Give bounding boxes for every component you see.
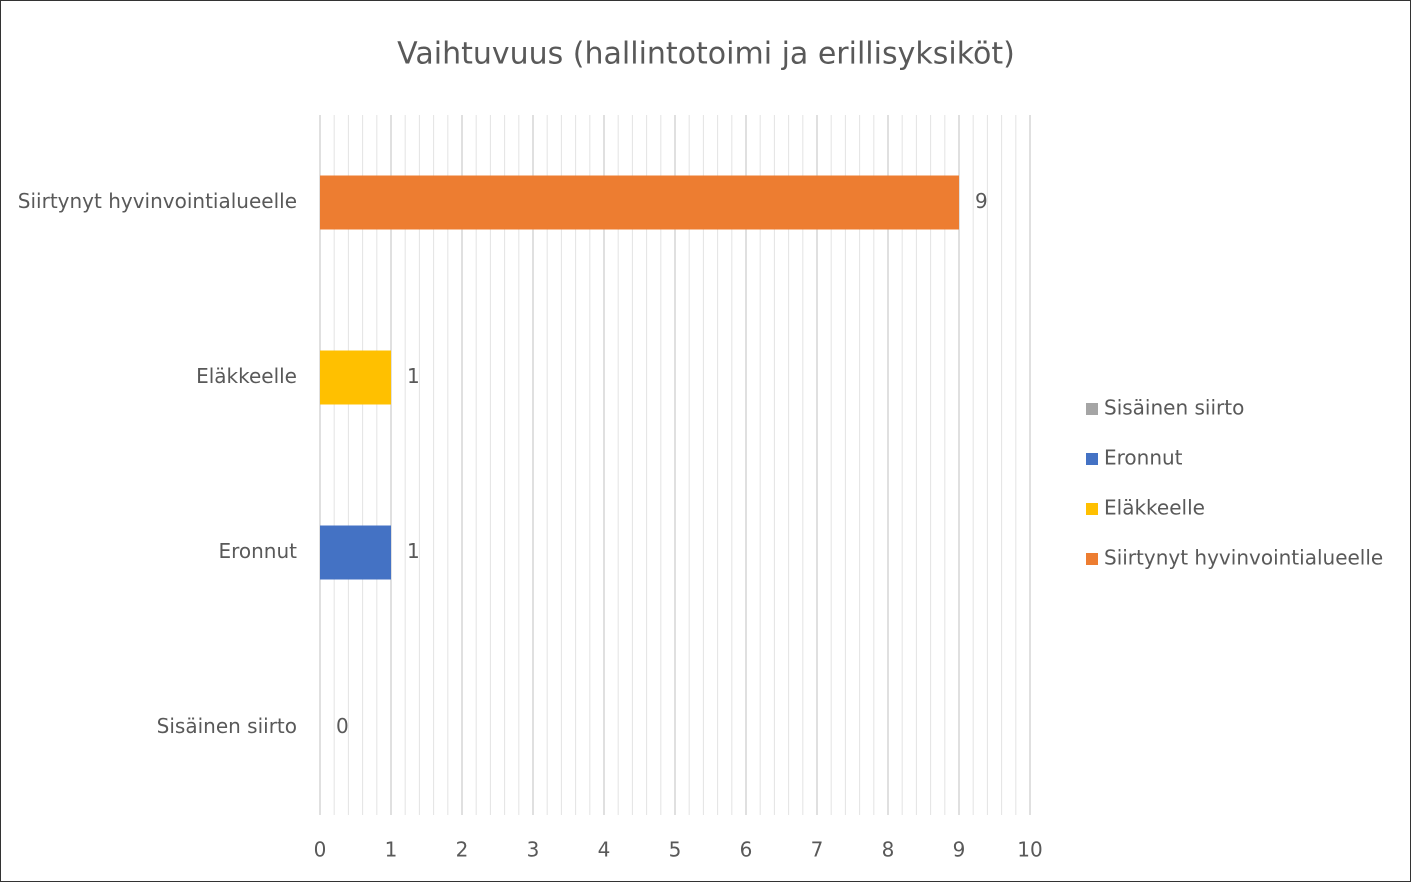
x-tick-label: 9 xyxy=(953,838,966,862)
legend-label: Eronnut xyxy=(1104,446,1183,470)
data-label: 9 xyxy=(975,189,988,213)
x-tick-label: 3 xyxy=(527,838,540,862)
x-tick-label: 10 xyxy=(1017,838,1042,862)
legend-label: Siirtynyt hyvinvointialueelle xyxy=(1104,546,1383,570)
legend-label: Eläkkeelle xyxy=(1104,496,1205,520)
legend-swatch xyxy=(1086,453,1098,465)
bar xyxy=(320,175,959,230)
y-tick-label: Siirtynyt hyvinvointialueelle xyxy=(18,189,297,213)
data-label: 0 xyxy=(336,714,349,738)
y-tick-label: Sisäinen siirto xyxy=(157,714,297,738)
y-tick-label: Eläkkeelle xyxy=(196,364,297,388)
legend-swatch xyxy=(1086,403,1098,415)
legend-label: Sisäinen siirto xyxy=(1104,396,1244,420)
data-label: 1 xyxy=(407,364,420,388)
legend-swatch xyxy=(1086,503,1098,515)
x-tick-label: 7 xyxy=(811,838,824,862)
x-tick-label: 6 xyxy=(740,838,753,862)
bar xyxy=(320,525,391,580)
x-tick-label: 0 xyxy=(314,838,327,862)
chart-title: Vaihtuvuus (hallintotoimi ja erillisyksi… xyxy=(397,37,1015,72)
x-tick-label: 8 xyxy=(882,838,895,862)
y-tick-label: Eronnut xyxy=(218,539,297,563)
legend-swatch xyxy=(1086,553,1098,565)
x-tick-label: 5 xyxy=(669,838,682,862)
x-tick-label: 1 xyxy=(385,838,398,862)
x-tick-label: 4 xyxy=(598,838,611,862)
bar xyxy=(320,350,391,405)
data-label: 1 xyxy=(407,539,420,563)
x-tick-label: 2 xyxy=(456,838,469,862)
